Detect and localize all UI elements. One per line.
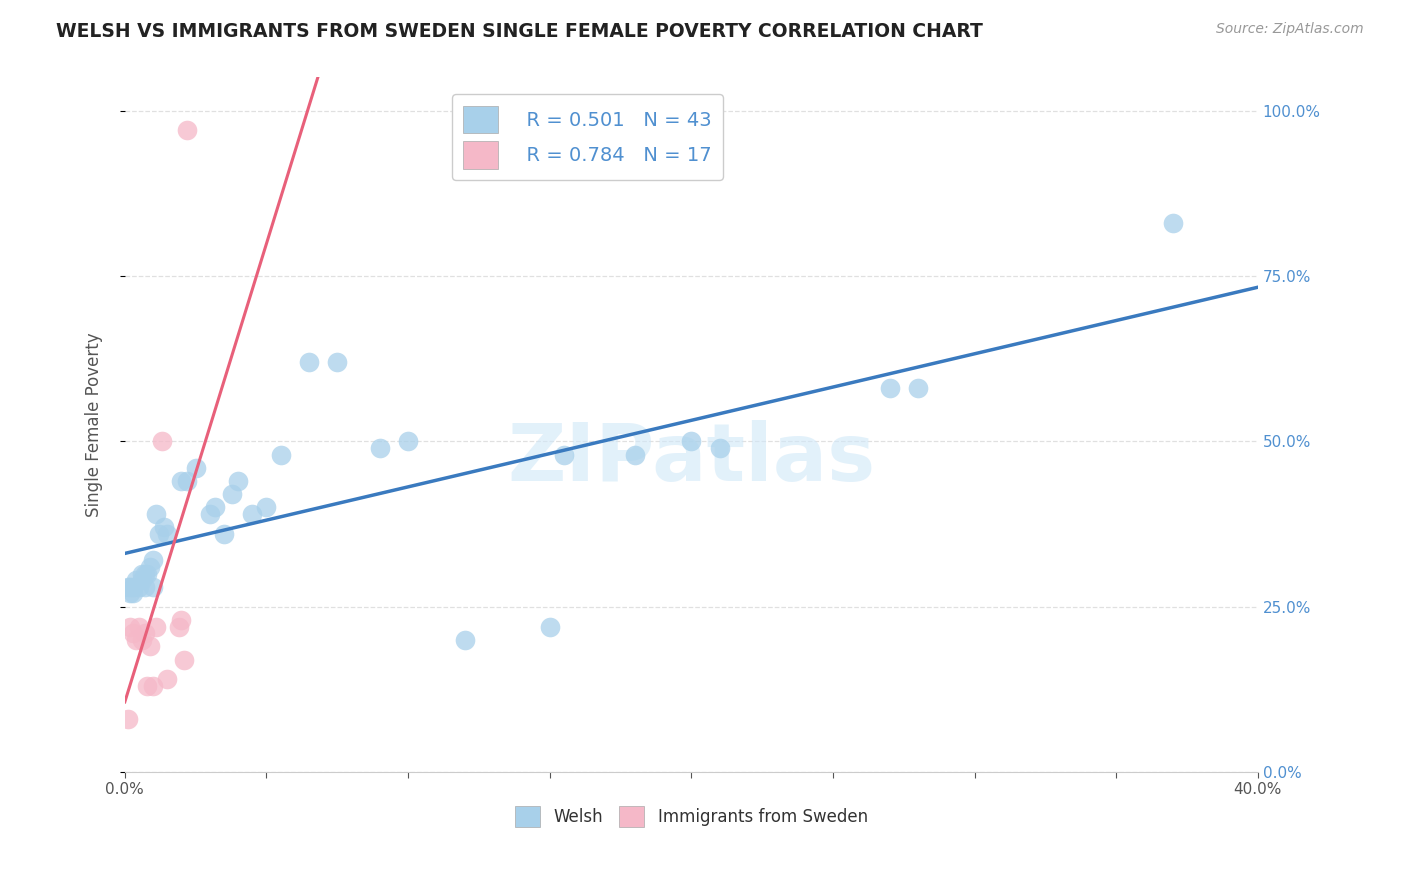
Point bbox=[240, 507, 263, 521]
Text: Source: ZipAtlas.com: Source: ZipAtlas.com bbox=[1216, 22, 1364, 37]
Y-axis label: Single Female Poverty: Single Female Poverty bbox=[86, 333, 103, 517]
Point bbox=[298, 355, 321, 369]
Point bbox=[134, 580, 156, 594]
Point bbox=[368, 441, 391, 455]
Point bbox=[538, 619, 561, 633]
Point bbox=[134, 566, 156, 581]
Point bbox=[122, 586, 145, 600]
Point bbox=[907, 381, 929, 395]
Point bbox=[167, 619, 190, 633]
Point bbox=[122, 626, 145, 640]
Point bbox=[131, 566, 153, 581]
Point bbox=[184, 460, 207, 475]
Point bbox=[131, 632, 153, 647]
Point bbox=[623, 448, 645, 462]
Point bbox=[221, 487, 243, 501]
Point bbox=[117, 712, 139, 726]
Point bbox=[145, 507, 167, 521]
Point bbox=[136, 679, 159, 693]
Point bbox=[128, 580, 150, 594]
Point bbox=[120, 586, 142, 600]
Point bbox=[156, 527, 179, 541]
Point bbox=[176, 123, 198, 137]
Point bbox=[1161, 216, 1184, 230]
Point bbox=[173, 652, 195, 666]
Point bbox=[134, 626, 156, 640]
Legend: Welsh, Immigrants from Sweden: Welsh, Immigrants from Sweden bbox=[508, 799, 875, 833]
Point bbox=[326, 355, 349, 369]
Point bbox=[170, 613, 193, 627]
Point bbox=[139, 560, 162, 574]
Point bbox=[125, 632, 148, 647]
Point bbox=[226, 474, 249, 488]
Point bbox=[120, 580, 142, 594]
Point bbox=[142, 679, 165, 693]
Point bbox=[879, 381, 901, 395]
Point bbox=[256, 500, 278, 515]
Point bbox=[270, 448, 292, 462]
Point bbox=[142, 553, 165, 567]
Point bbox=[396, 434, 419, 449]
Point bbox=[709, 441, 731, 455]
Point bbox=[128, 619, 150, 633]
Point bbox=[150, 434, 173, 449]
Point bbox=[176, 474, 198, 488]
Point bbox=[136, 566, 159, 581]
Point bbox=[553, 448, 575, 462]
Point bbox=[170, 474, 193, 488]
Point bbox=[148, 527, 170, 541]
Point bbox=[681, 434, 703, 449]
Point bbox=[454, 632, 477, 647]
Point bbox=[139, 640, 162, 654]
Point bbox=[120, 619, 142, 633]
Point bbox=[131, 573, 153, 587]
Point bbox=[212, 527, 235, 541]
Point bbox=[156, 673, 179, 687]
Point bbox=[204, 500, 226, 515]
Text: WELSH VS IMMIGRANTS FROM SWEDEN SINGLE FEMALE POVERTY CORRELATION CHART: WELSH VS IMMIGRANTS FROM SWEDEN SINGLE F… bbox=[56, 22, 983, 41]
Point bbox=[153, 520, 176, 534]
Text: ZIPatlas: ZIPatlas bbox=[508, 420, 876, 499]
Point bbox=[125, 573, 148, 587]
Point bbox=[145, 619, 167, 633]
Point bbox=[198, 507, 221, 521]
Point bbox=[142, 580, 165, 594]
Point bbox=[122, 580, 145, 594]
Point bbox=[117, 580, 139, 594]
